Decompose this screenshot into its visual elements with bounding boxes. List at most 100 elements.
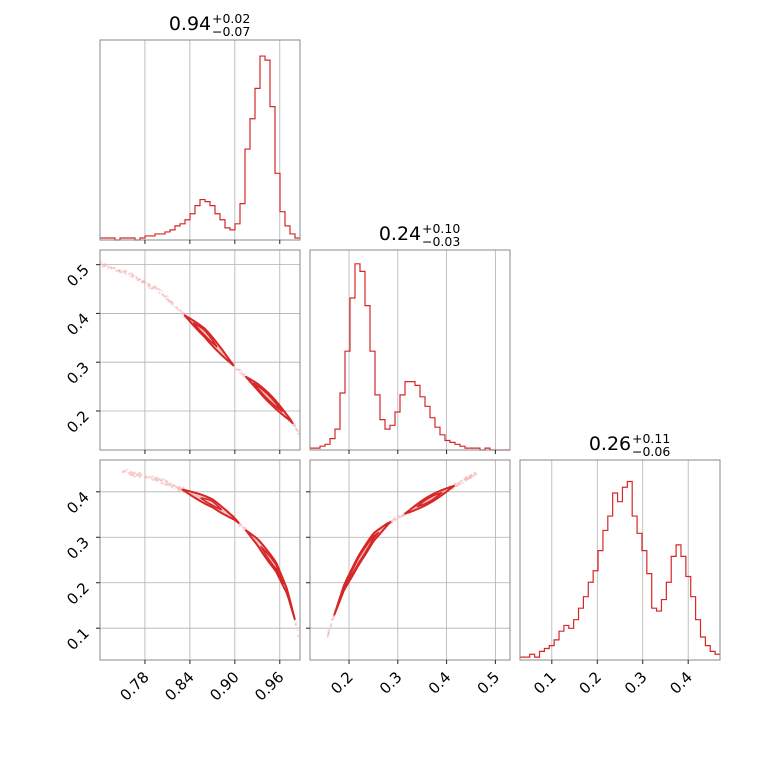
density-contour [192, 322, 218, 348]
scatter-point [177, 488, 180, 491]
scatter-point [171, 304, 173, 306]
scatter-point [146, 476, 149, 479]
parameter-title-3: 0.26 [589, 433, 631, 455]
scatter-point [472, 475, 475, 478]
panel-frame [99, 459, 301, 661]
scatter-point [181, 312, 184, 315]
scatter-point [102, 263, 105, 266]
scatter-point [238, 372, 241, 374]
scatter-point [243, 375, 246, 378]
scatter-point [164, 483, 166, 486]
scatter-point [158, 288, 160, 290]
scatter-point [464, 476, 467, 479]
scatter-point [100, 261, 103, 264]
density-contour [245, 529, 296, 621]
y-tick-label: 0.1 [63, 624, 93, 654]
scatter-point [148, 284, 151, 287]
scatter-point [151, 285, 153, 288]
density-contour [260, 546, 285, 585]
scatter-point [133, 472, 136, 475]
scatter-point [470, 475, 473, 478]
density-contour [200, 497, 223, 511]
scatter-point [169, 484, 171, 487]
scatter-point [161, 482, 164, 485]
scatter-point [393, 518, 395, 521]
scatter-point [238, 525, 241, 527]
scatter-point [155, 479, 157, 481]
histogram-panel-3: 0.1 0.2 0.3 0.4 [519, 459, 721, 698]
density-contour [181, 488, 240, 524]
scatter-point [327, 631, 330, 634]
title-minus-error: −0.03 [422, 234, 460, 249]
scatter-point [327, 633, 330, 636]
scatter-point [137, 472, 140, 474]
scatter-point [393, 516, 396, 519]
scatter-panel-2: 0.78 0.84 0.90 0.96 0.1 0.2 0.3 0.4 [63, 459, 301, 704]
x-tick-label: 0.90 [206, 668, 242, 704]
scatter-point [237, 369, 239, 372]
scatter-point [160, 482, 163, 484]
scatter-point [149, 476, 151, 478]
scatter-point [161, 479, 164, 482]
density-contour [252, 382, 283, 413]
scatter-point [328, 629, 331, 631]
title-minus-error: −0.07 [212, 24, 250, 39]
scatter-point [182, 486, 185, 489]
scatter-point [96, 262, 98, 264]
scatter-point [144, 475, 147, 477]
scatter-point [295, 427, 298, 430]
scatter-point [243, 529, 245, 531]
scatter-point [123, 271, 126, 274]
scatter-point [331, 617, 334, 620]
scatter-point [460, 480, 463, 483]
scatter-point [134, 475, 136, 478]
scatter-point [241, 525, 243, 528]
scatter-point [155, 288, 158, 290]
scatter-point [125, 273, 127, 276]
scatter-point [141, 281, 143, 284]
y-tick-label: 0.4 [63, 488, 93, 518]
y-tick-label: 0.4 [63, 310, 93, 340]
scatter-point [122, 471, 125, 474]
scatter-point [96, 261, 98, 263]
scatter-point [171, 483, 173, 486]
scatter-point [126, 468, 129, 471]
scatter-point [173, 305, 176, 308]
scatter-point [153, 286, 156, 289]
scatter-point [113, 267, 116, 269]
x-tick-label: 0.5 [474, 668, 504, 698]
title-plus-error: +0.11 [632, 431, 670, 446]
scatter-point [164, 480, 167, 483]
scatter-point [130, 471, 133, 474]
scatter-point [115, 269, 118, 272]
scatter-point [95, 261, 97, 263]
histogram-step-line [520, 480, 720, 658]
scatter-point [148, 286, 151, 289]
scatter-point [468, 477, 470, 480]
scatter-point [239, 368, 241, 371]
scatter-point [120, 271, 123, 274]
density-contour [333, 521, 392, 616]
scatter-point [170, 485, 173, 488]
scatter-point [122, 470, 124, 472]
x-tick-label: 0.4 [425, 668, 455, 698]
scatter-point [153, 476, 156, 479]
scatter-point [177, 307, 180, 310]
scatter-point [160, 478, 163, 480]
scatter-point [239, 523, 242, 526]
scatter-point [162, 293, 165, 295]
scatter-point [147, 282, 150, 285]
scatter-point [139, 278, 142, 281]
scatter-point [143, 281, 146, 284]
scatter-point [465, 480, 468, 482]
x-tick-label: 0.1 [530, 668, 560, 698]
scatter-point [163, 294, 166, 297]
scatter-point [176, 306, 178, 308]
scatter-point [111, 267, 113, 270]
panel-frame [309, 249, 511, 451]
scatter-point [158, 292, 161, 294]
scatter-point [456, 483, 459, 486]
scatter-point [132, 472, 135, 475]
scatter-point [171, 301, 174, 303]
